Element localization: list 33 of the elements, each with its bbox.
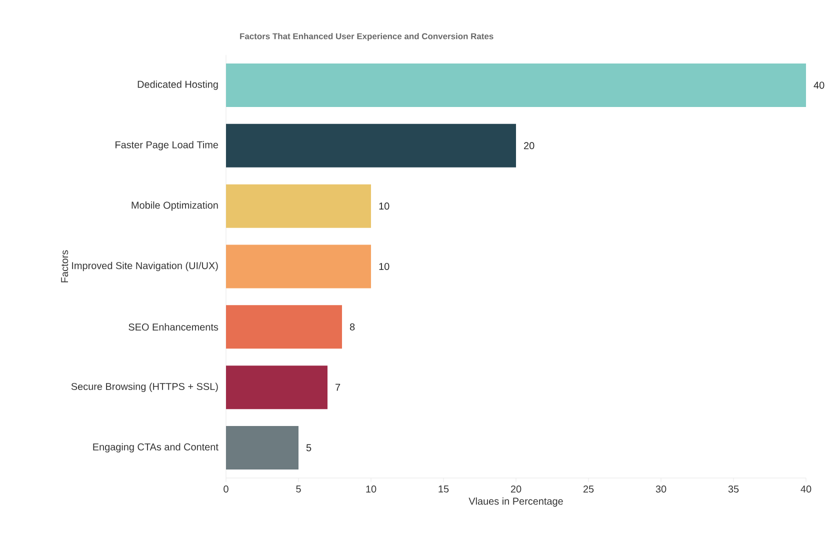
x-tick-label: 30	[656, 486, 666, 493]
bar	[226, 305, 342, 349]
x-tick-label: 10	[366, 486, 376, 493]
data-label: 10	[379, 202, 390, 210]
y-tick-label: SEO Enhancements	[128, 323, 218, 331]
data-label: 8	[350, 323, 355, 330]
x-axis-title: Vlaues in Percentage	[468, 497, 563, 507]
data-label: 5	[306, 444, 312, 452]
bar	[226, 63, 806, 107]
x-tick-label: 15	[438, 486, 449, 492]
x-tick-label: 0	[224, 486, 228, 493]
bar	[226, 184, 372, 228]
x-tick-label: 20	[510, 486, 522, 493]
data-label: 40	[814, 82, 824, 89]
data-label: 10	[379, 262, 390, 270]
bar	[226, 124, 516, 168]
x-tick-label: 35	[728, 486, 739, 493]
chart-title: Factors That Enhanced User Experience and Conversion Rates	[240, 33, 494, 41]
data-label: 7	[336, 384, 340, 391]
x-tick-label: 5	[296, 486, 301, 492]
y-tick-label: Improved Site Navigation (UI/UX)	[72, 262, 218, 272]
y-axis-title: Factors	[61, 250, 68, 282]
bar	[226, 366, 328, 410]
y-tick-label: Secure Browsing (HTTPS + SSL)	[71, 382, 218, 392]
data-label: 20	[524, 142, 534, 150]
bar	[226, 426, 298, 470]
bar	[226, 244, 372, 288]
x-tick-label: 25	[583, 486, 594, 493]
y-tick-label: Faster Page Load Time	[116, 141, 218, 150]
y-tick-label: Engaging CTAs and Content	[93, 443, 218, 452]
y-tick-label: Mobile Optimization	[132, 201, 218, 211]
x-tick-label: 40	[800, 486, 812, 493]
y-tick-label: Dedicated Hosting	[138, 80, 218, 90]
